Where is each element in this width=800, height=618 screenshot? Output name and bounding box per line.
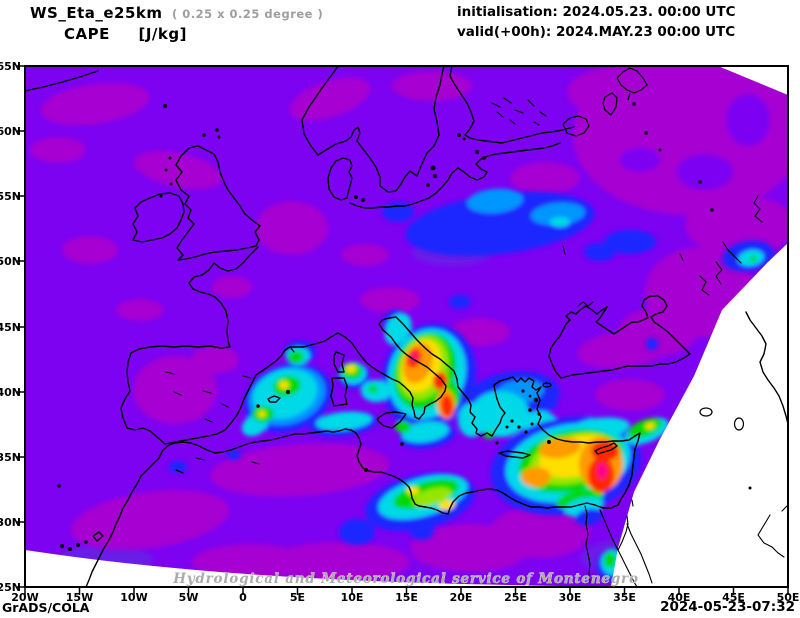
lat-tick-label: 50N <box>0 255 21 268</box>
lon-tick-label: 35E <box>613 591 636 604</box>
variable-units-label: CAPE [J/kg] <box>64 25 187 43</box>
lon-tick-label: 25E <box>504 591 527 604</box>
island-dots <box>57 102 752 551</box>
lat-tick-label: 25N <box>0 581 21 594</box>
lat-tick-label: 45N <box>0 321 21 334</box>
lon-tick-label: 15W <box>66 591 93 604</box>
grads-credit: GrADS/COLA <box>2 600 90 615</box>
cape-field-maxima <box>169 188 774 582</box>
lat-tick-label: 65N <box>0 60 21 73</box>
watermark: Hydrological and Meteorological service … <box>172 571 639 587</box>
lon-tick-label: 20W <box>11 591 38 604</box>
lat-tick-label: 60N <box>0 125 21 138</box>
axis-frame: 65N 60N 55N 50N 45N 40N 35N 30N 25N 20W … <box>0 60 799 604</box>
coastlines <box>25 66 788 587</box>
lat-tick-label: 40N <box>0 386 21 399</box>
lon-tick-label: 30E <box>559 591 582 604</box>
lon-tick-label: 40E <box>668 591 691 604</box>
valid-time: valid(+00h): 2024.MAY.23 00:00 UTC <box>457 24 736 40</box>
lat-tick-label: 35N <box>0 451 21 464</box>
lat-tick-label: 55N <box>0 190 21 203</box>
lon-tick-label: 45E <box>722 591 745 604</box>
lat-labels: 65N 60N 55N 50N 45N 40N 35N 30N 25N <box>0 60 21 594</box>
lon-tick-label: 5W <box>179 591 199 604</box>
model-title: WS_Eta_e25km <box>30 4 163 22</box>
resolution-label: ( 0.25 x 0.25 degree ) <box>172 7 324 21</box>
lon-tick-label: 15E <box>395 591 418 604</box>
lon-tick-label: 0 <box>239 591 247 604</box>
domain-mask <box>25 66 788 587</box>
lon-tick-label: 5E <box>290 591 305 604</box>
cape-field-magenta-patches <box>30 66 788 582</box>
lat-tick-label: 30N <box>0 516 21 529</box>
lon-tick-label: 50E <box>777 591 800 604</box>
lon-labels: 20W 15W 10W 5W 0 5E 10E 15E 20E 25E 30E … <box>11 591 799 604</box>
lon-tick-label: 10W <box>120 591 147 604</box>
lat-ticks <box>17 65 25 588</box>
lon-ticks <box>24 587 789 595</box>
initialisation-time: initialisation: 2024.05.23. 00:00 UTC <box>457 4 736 20</box>
lon-tick-label: 20E <box>450 591 473 604</box>
creation-timestamp: 2024-05-23-07:32 <box>660 599 795 615</box>
lon-tick-label: 10E <box>341 591 364 604</box>
